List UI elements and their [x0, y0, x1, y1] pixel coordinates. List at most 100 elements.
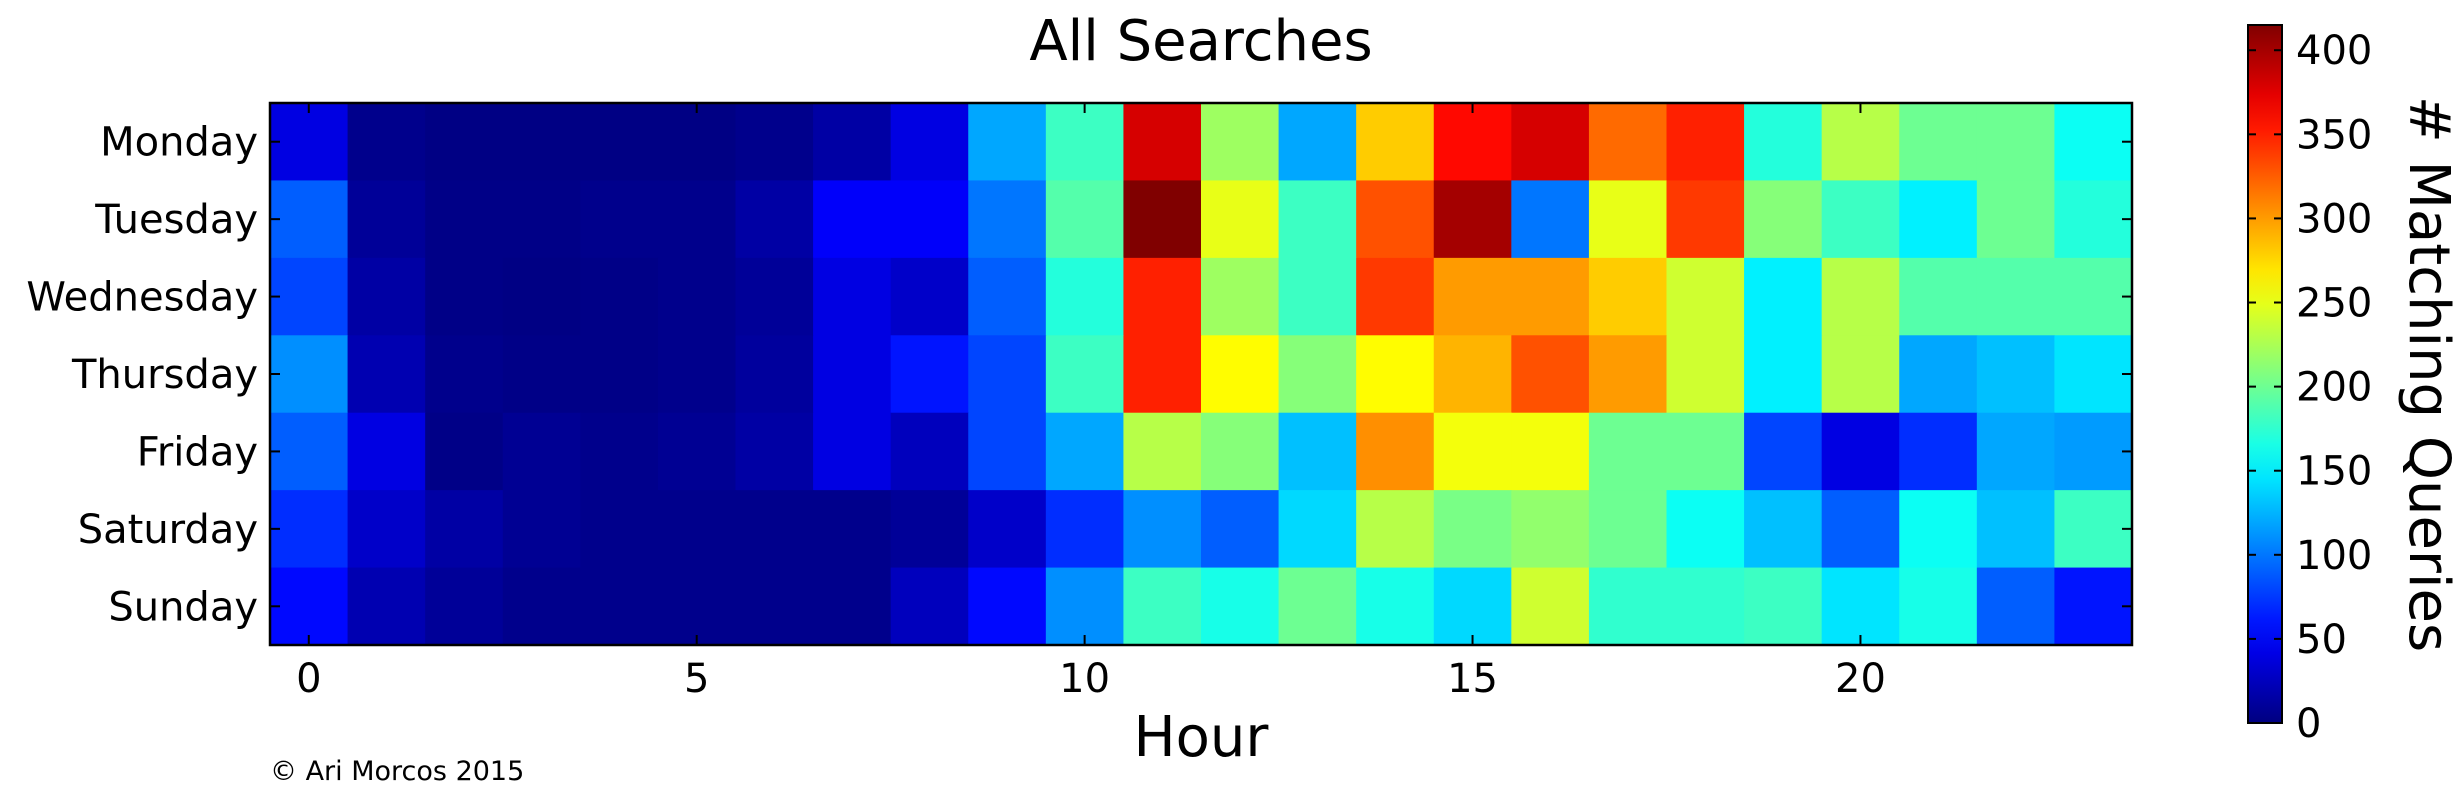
heatmap-cell: [1123, 335, 1202, 414]
heatmap-cell: [968, 180, 1047, 259]
heatmap-cell: [1976, 335, 2056, 414]
heatmap-cell: [1744, 335, 1823, 414]
heatmap-cell: [502, 490, 581, 569]
heatmap-cell: [347, 490, 426, 569]
heatmap-cell: [347, 412, 426, 491]
chart-title: All Searches: [1029, 9, 1372, 74]
heatmap-cells: [270, 103, 2133, 646]
heatmap-cell: [1278, 567, 1357, 646]
heatmap-cell: [1666, 335, 1745, 414]
heatmap-cell: [735, 180, 814, 259]
x-tick-label: 5: [684, 656, 709, 702]
heatmap-cell: [1278, 103, 1357, 182]
heatmap-cell: [580, 180, 659, 259]
heatmap-cell: [1045, 257, 1125, 336]
heatmap-cell: [502, 180, 581, 259]
heatmap-cell: [1976, 103, 2056, 182]
y-tick-label: Wednesday: [26, 275, 258, 321]
heatmap-cell: [657, 412, 737, 491]
heatmap-cell: [1744, 412, 1823, 491]
heatmap-cell: [270, 103, 349, 182]
colorbar-ticks: 0 50 100 150 200 250 300 350 400: [2248, 28, 2372, 747]
heatmap-cell: [425, 412, 504, 491]
heatmap-cell: [1511, 335, 1590, 414]
heatmap-cell: [502, 103, 581, 182]
heatmap-cell: [1899, 490, 1978, 569]
heatmap-cell: [1045, 412, 1125, 491]
heatmap-cell: [657, 103, 737, 182]
heatmap-cell: [1123, 490, 1202, 569]
heatmap-cell: [1821, 335, 1900, 414]
heatmap-cell: [1045, 490, 1125, 569]
heatmap-cell: [2054, 257, 2133, 336]
heatmap-cell: [1666, 103, 1745, 182]
heatmap-cell: [657, 335, 737, 414]
y-tick-label: Saturday: [78, 507, 258, 553]
heatmap-cell: [425, 490, 504, 569]
heatmap-cell: [347, 335, 426, 414]
heatmap-cell: [1433, 180, 1512, 259]
heatmap-cell: [1201, 490, 1280, 569]
heatmap-cell: [1201, 103, 1280, 182]
heatmap-cell: [813, 103, 892, 182]
heatmap-cell: [968, 103, 1047, 182]
heatmap-cell: [270, 257, 349, 336]
heatmap-cell: [1278, 490, 1357, 569]
heatmap-cell: [1821, 180, 1900, 259]
heatmap-cell: [580, 412, 659, 491]
colorbar-tick-label: 100: [2296, 533, 2372, 579]
heatmap-cell: [1899, 335, 1978, 414]
heatmap-cell: [1123, 257, 1202, 336]
heatmap-cell: [735, 567, 814, 646]
heatmap-cell: [1666, 490, 1745, 569]
heatmap-cell: [1744, 103, 1823, 182]
heatmap-cell: [1356, 180, 1435, 259]
heatmap-cell: [1356, 103, 1435, 182]
heatmap-cell: [1433, 412, 1512, 491]
colorbar: [2247, 24, 2283, 724]
heatmap-cell: [890, 180, 969, 259]
heatmap-cell: [1356, 412, 1435, 491]
heatmap-cell: [1433, 335, 1512, 414]
heatmap-cell: [1045, 567, 1125, 646]
heatmap-cell: [1821, 257, 1900, 336]
heatmap-cell: [270, 180, 349, 259]
heatmap-cell: [813, 257, 892, 336]
heatmap-cell: [1899, 567, 1978, 646]
heatmap-cell: [1433, 567, 1512, 646]
heatmap-cell: [1588, 103, 1668, 182]
heatmap-cell: [1511, 103, 1590, 182]
heatmap-cell: [1666, 257, 1745, 336]
heatmap-cell: [1123, 412, 1202, 491]
heatmap-cell: [1976, 180, 2056, 259]
heatmap-cell: [1821, 490, 1900, 569]
y-tick-label: Sunday: [108, 584, 258, 630]
heatmap-cell: [580, 490, 659, 569]
heatmap-cell: [2054, 180, 2133, 259]
heatmap-cell: [1201, 567, 1280, 646]
heatmap-cell: [425, 180, 504, 259]
heatmap-cell: [1976, 490, 2056, 569]
heatmap-cell: [968, 490, 1047, 569]
heatmap-cell: [2054, 335, 2133, 414]
heatmap-cell: [502, 412, 581, 491]
heatmap-cell: [1123, 103, 1202, 182]
x-axis-label: Hour: [1134, 705, 1270, 770]
heatmap-cell: [270, 490, 349, 569]
heatmap-cell: [425, 103, 504, 182]
heatmap-cell: [1744, 180, 1823, 259]
heatmap-cell: [1045, 335, 1125, 414]
heatmap-cell: [347, 257, 426, 336]
copyright-text: © Ari Morcos 2015: [270, 756, 524, 787]
heatmap-cell: [1666, 567, 1745, 646]
heatmap-cell: [968, 567, 1047, 646]
heatmap-cell: [1899, 257, 1978, 336]
colorbar-tick-label: 350: [2296, 112, 2372, 158]
heatmap-cell: [1821, 412, 1900, 491]
heatmap-cell: [890, 335, 969, 414]
heatmap-cell: [502, 257, 581, 336]
heatmap-cell: [1201, 257, 1280, 336]
heatmap-cell: [1356, 567, 1435, 646]
heatmap-cell: [1433, 490, 1512, 569]
heatmap-cell: [1588, 412, 1668, 491]
